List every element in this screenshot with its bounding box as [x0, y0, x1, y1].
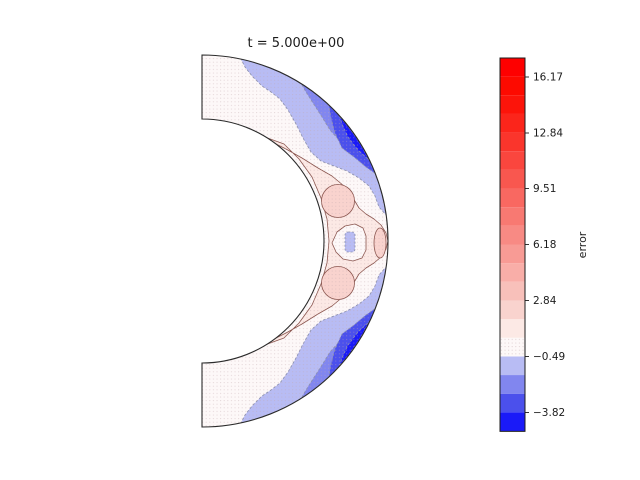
colorbar-band	[500, 132, 525, 152]
colorbar-band	[500, 393, 525, 413]
colorbar-band	[500, 225, 525, 245]
colorbar-band	[500, 151, 525, 170]
colorbar-band	[500, 356, 525, 376]
annulus-outline	[201, 54, 389, 428]
colorbar-band	[500, 300, 525, 320]
colorbar-tick-label: 2.84	[533, 295, 557, 307]
colorbar-band	[500, 188, 525, 208]
colorbar-band	[500, 281, 525, 301]
plot-title: t = 5.000e+00	[248, 36, 345, 51]
colorbar-tick-label: 16.17	[533, 72, 563, 84]
colorbar-tick-label: −3.82	[533, 407, 565, 419]
colorbar-tick-label: 9.51	[533, 183, 556, 195]
colorbar-band-dot-texture	[500, 337, 525, 357]
colorbar-band	[500, 95, 525, 114]
annulus-plot-area	[202, 55, 388, 427]
colorbar-band	[500, 375, 525, 394]
colorbar-band	[500, 169, 525, 189]
colorbar-band	[500, 263, 525, 282]
colorbar-ticks	[525, 76, 529, 413]
colorbar: 16.17 12.84 9.51 6.18 2.84 −0.49 −3.82 e…	[499, 57, 589, 432]
colorbar-band	[500, 207, 525, 226]
mesh-dot-texture	[202, 55, 388, 427]
colorbar-tick-label: 6.18	[533, 239, 556, 251]
colorbar-band	[500, 319, 525, 338]
colorbar-band	[500, 76, 525, 96]
colorbar-axis-label: error	[576, 231, 589, 258]
colorbar-tick-label: 12.84	[533, 128, 563, 140]
colorbar-band	[500, 412, 525, 431]
colorbar-band	[500, 113, 525, 133]
colorbar-band	[500, 58, 525, 77]
colorbar-tick-label: −0.49	[533, 351, 565, 363]
colorbar-band	[500, 244, 525, 264]
